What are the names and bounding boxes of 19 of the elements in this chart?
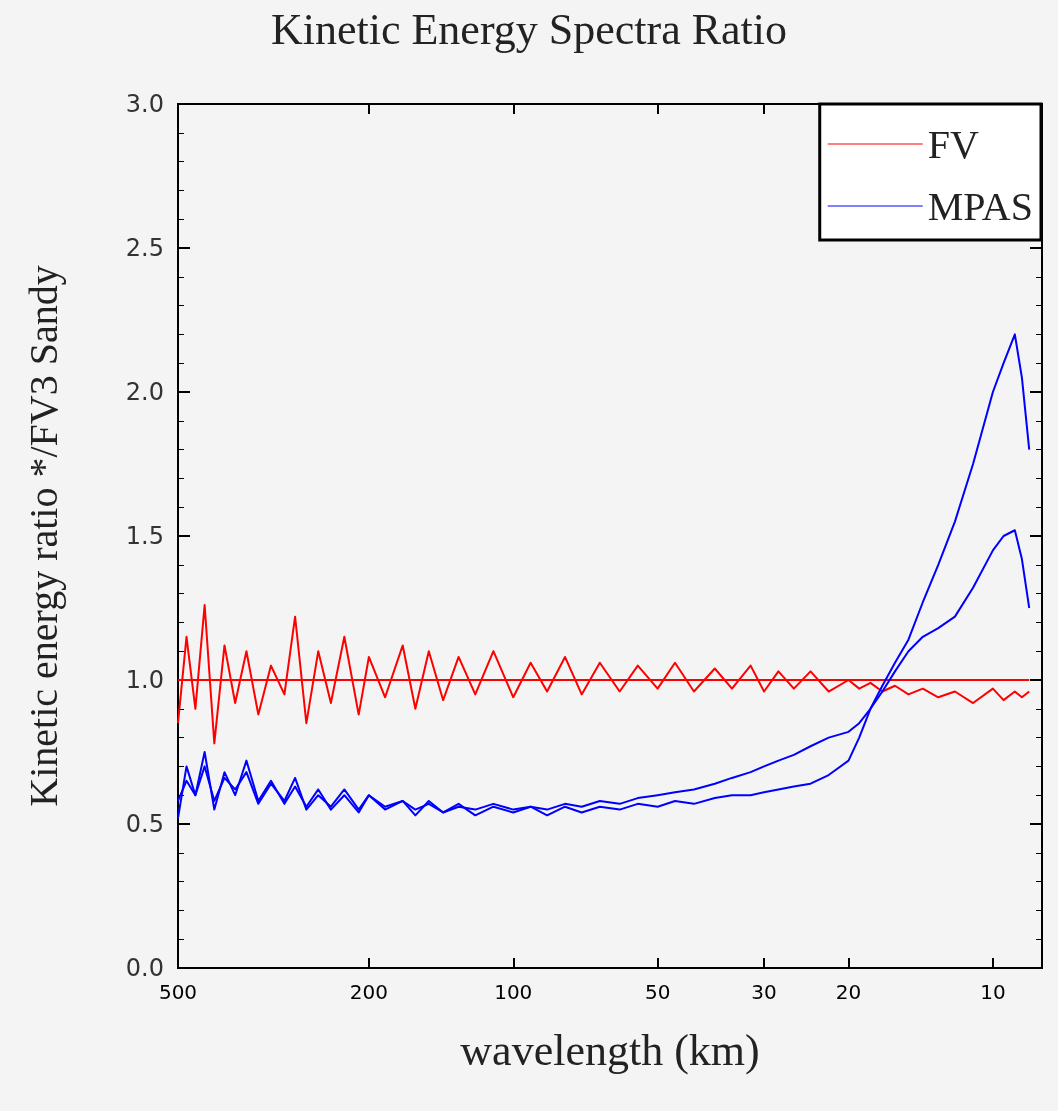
x-tick-label: 500 [158, 980, 198, 1004]
x-tick-label: 30 [751, 980, 777, 1004]
y-tick-label: 0.5 [125, 810, 164, 838]
x-axis-title: wavelength (km) [460, 1025, 760, 1075]
x-tick-label: 100 [494, 980, 533, 1004]
y-tick-label: 2.5 [125, 234, 164, 262]
chart-title: Kinetic Energy Spectra Ratio [270, 4, 788, 54]
x-tick-label: 20 [835, 980, 862, 1004]
y-tick-label: 3.0 [125, 90, 164, 118]
x-tick-label: 10 [980, 980, 1006, 1004]
y-tick-label: 1.5 [125, 522, 164, 550]
x-tick-label: 50 [644, 980, 671, 1004]
y-tick-label: 0.0 [125, 954, 164, 982]
y-axis-title: Kinetic energy ratio */FV3 Sandy [20, 265, 66, 807]
y-tick-label: 1.0 [125, 666, 164, 694]
y-tick-label: 2.0 [125, 378, 164, 406]
x-tick-label: 200 [349, 980, 388, 1004]
legend-label: MPAS [927, 183, 1034, 229]
legend-label: FV [927, 121, 979, 167]
